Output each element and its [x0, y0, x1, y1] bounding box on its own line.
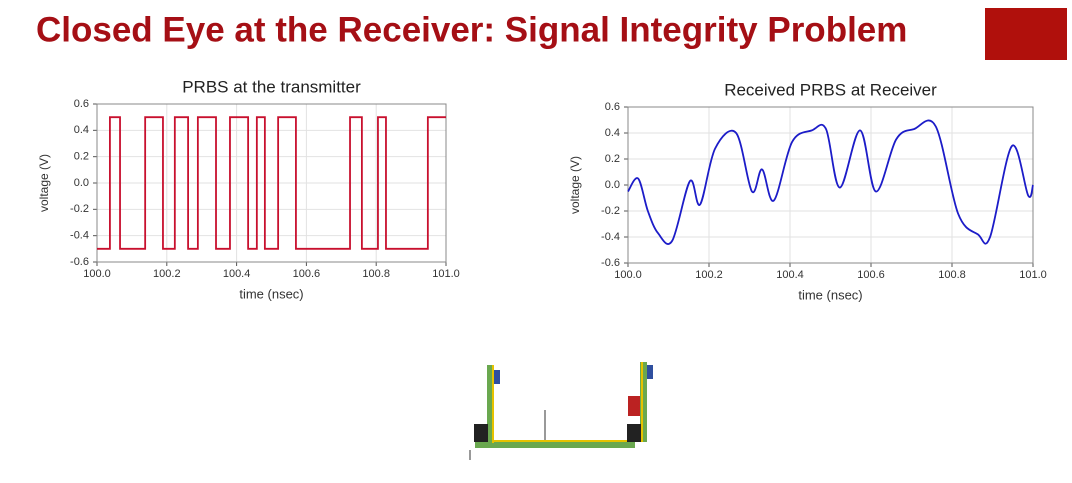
y-tick-label: 0.0 — [605, 179, 620, 191]
chip — [647, 365, 653, 379]
chart-title: PRBS at the transmitter — [182, 77, 361, 96]
y-axis-label: voltage (V) — [37, 154, 51, 212]
y-tick-label: 0.4 — [605, 127, 620, 139]
chip — [494, 370, 500, 384]
y-axis-label: voltage (V) — [568, 156, 582, 214]
trace — [475, 440, 635, 442]
chart-title: Received PRBS at Receiver — [724, 80, 937, 99]
y-tick-label: -0.2 — [601, 205, 620, 217]
x-tick-label: 100.0 — [614, 269, 642, 281]
x-tick-label: 100.0 — [83, 268, 111, 280]
mezzanine — [628, 396, 640, 416]
y-tick-label: 0.2 — [74, 151, 89, 163]
backplane — [475, 440, 635, 448]
connector — [627, 424, 641, 442]
plot-frame — [96, 103, 447, 263]
y-tick-label: -0.4 — [601, 231, 620, 243]
series-line — [627, 119, 1034, 245]
y-tick-label: 0.6 — [74, 98, 89, 110]
x-tick-label: 100.6 — [293, 268, 321, 280]
x-tick-label: 100.2 — [695, 269, 723, 281]
x-axis-label: time (nsec) — [239, 286, 303, 301]
trace — [492, 365, 494, 443]
x-tick-label: 100.6 — [857, 269, 885, 281]
x-tick-label: 101.0 — [1019, 269, 1047, 281]
trace — [641, 362, 643, 442]
y-tick-label: 0.2 — [605, 153, 620, 165]
connector — [474, 424, 488, 442]
x-tick-label: 100.8 — [362, 268, 390, 280]
y-tick-label: -0.6 — [601, 257, 620, 269]
x-axis-label: time (nsec) — [798, 287, 862, 302]
title-block — [985, 8, 1067, 60]
x-tick-label: 100.2 — [153, 268, 181, 280]
line-card — [487, 365, 494, 443]
x-tick-label: 100.4 — [776, 269, 804, 281]
backplane-diagram — [469, 362, 653, 460]
y-tick-label: -0.6 — [70, 256, 89, 268]
y-tick-label: 0.4 — [74, 124, 89, 136]
y-tick-label: -0.4 — [70, 230, 89, 242]
x-tick-label: 101.0 — [432, 268, 460, 280]
y-tick-label: -0.2 — [70, 203, 89, 215]
slide-title: Closed Eye at the Receiver: Signal Integ… — [36, 10, 907, 49]
x-tick-label: 100.8 — [938, 269, 966, 281]
y-tick-label: 0.6 — [605, 101, 620, 113]
series-line — [97, 116, 446, 250]
line-card — [640, 362, 647, 442]
y-tick-label: 0.0 — [74, 177, 89, 189]
x-tick-label: 100.4 — [223, 268, 251, 280]
